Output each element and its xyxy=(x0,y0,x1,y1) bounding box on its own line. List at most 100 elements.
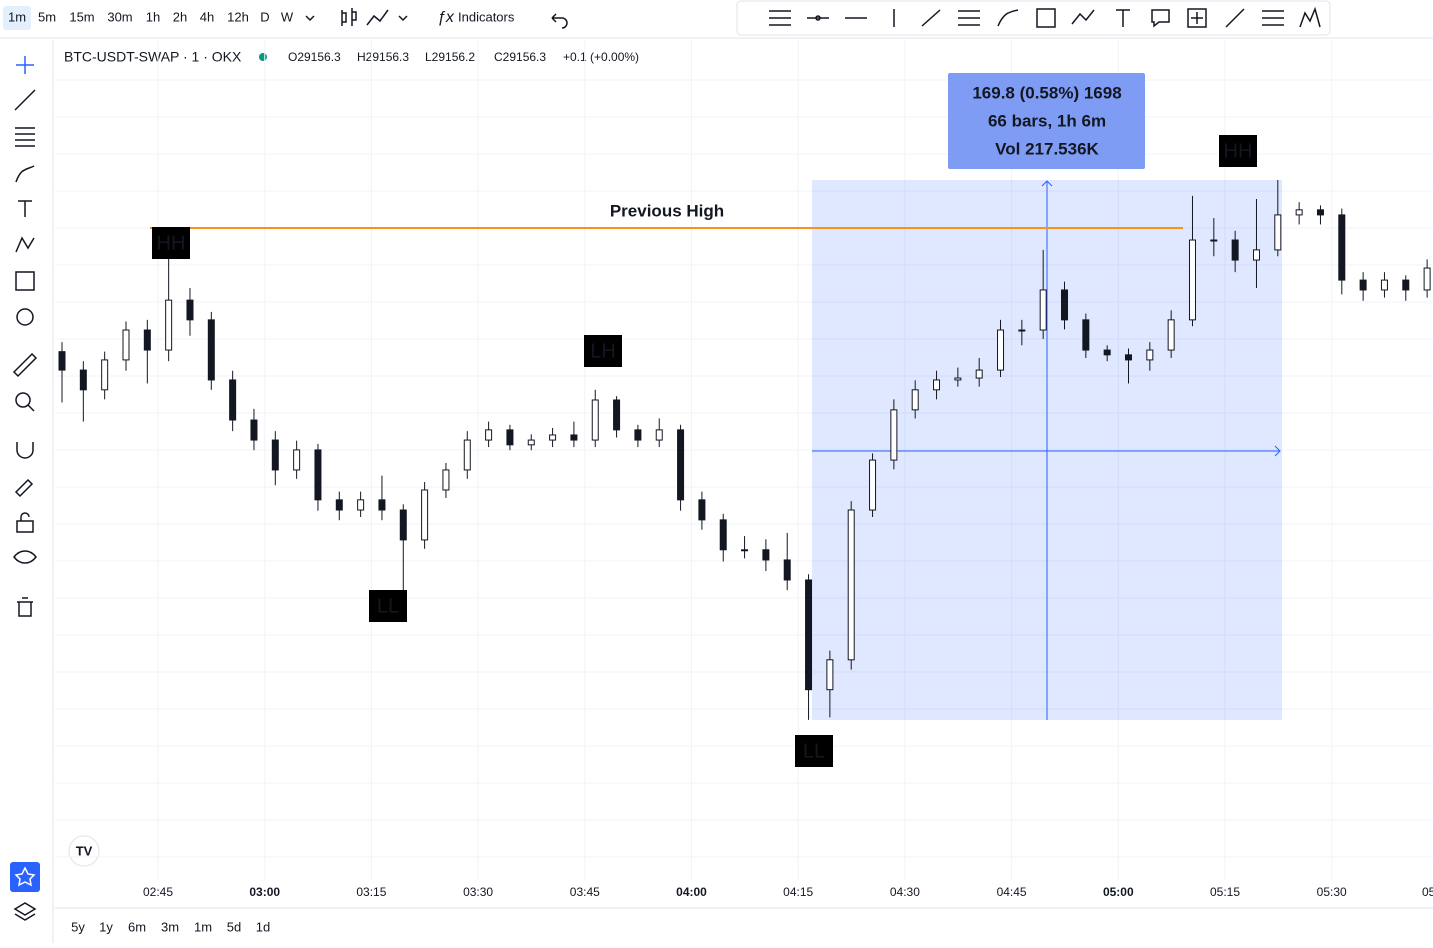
candle-body xyxy=(762,549,770,561)
interval-button[interactable]: 2h xyxy=(173,9,187,24)
candle-body xyxy=(293,449,301,471)
candle-body xyxy=(143,329,151,351)
x-tick-label: 03:00 xyxy=(249,885,280,899)
x-tick-label: 04:00 xyxy=(676,885,707,899)
candle-body xyxy=(719,519,727,551)
candle-body xyxy=(655,429,663,441)
candle-body xyxy=(1359,279,1367,291)
candle-body xyxy=(698,499,706,521)
candle-body xyxy=(933,379,941,391)
candle-body xyxy=(1061,289,1069,321)
candle-body xyxy=(1167,319,1175,351)
x-tick-label: 04:30 xyxy=(890,885,920,899)
interval-button[interactable]: 12h xyxy=(227,9,249,24)
candle-body xyxy=(378,499,386,511)
candle-body xyxy=(1338,214,1346,281)
candle-body xyxy=(613,399,621,431)
candle-body xyxy=(1039,289,1047,331)
indicators-button[interactable]: Indicators xyxy=(458,9,515,24)
interval-button[interactable]: 1h xyxy=(146,9,160,24)
candle-body xyxy=(911,389,919,411)
x-tick-label: 04:15 xyxy=(783,885,813,899)
x-tick-label: 03:30 xyxy=(463,885,493,899)
candle-body xyxy=(101,359,109,391)
candle-body xyxy=(357,499,365,511)
candle-body xyxy=(954,377,962,381)
candle-body xyxy=(783,559,791,581)
annotation-label: LL xyxy=(377,595,399,617)
range-button[interactable]: 5y xyxy=(71,919,85,934)
candle-body xyxy=(186,299,194,321)
indicators-icon: ƒx xyxy=(437,9,455,26)
candle-body xyxy=(58,351,66,371)
candle-body xyxy=(421,489,429,541)
candle-body xyxy=(1188,239,1196,321)
annotation-box xyxy=(795,735,833,767)
left-toolbar xyxy=(0,40,52,943)
range-button[interactable]: 1y xyxy=(99,919,113,934)
candle-body xyxy=(1231,239,1239,261)
annotation-label: HH xyxy=(157,232,186,254)
x-tick-label: 05:15 xyxy=(1210,885,1240,899)
measure-line: 169.8 (0.58%) 1698 xyxy=(972,83,1121,102)
interval-button[interactable]: W xyxy=(281,9,294,24)
candle-body xyxy=(1252,249,1260,261)
x-tick-label: 05:00 xyxy=(1103,885,1134,899)
candle-body xyxy=(79,369,87,391)
legend-open: O29156.3 xyxy=(288,50,341,64)
range-button[interactable]: 1d xyxy=(256,919,270,934)
drawing-tools xyxy=(769,6,1321,28)
favorites-button[interactable] xyxy=(10,862,40,892)
interval-button[interactable]: 30m xyxy=(107,9,132,24)
range-button[interactable]: 1m xyxy=(194,919,212,934)
candle-body xyxy=(463,439,471,471)
candle-body xyxy=(634,429,642,441)
left-tool-icons xyxy=(12,56,38,921)
candle-body xyxy=(1103,349,1111,356)
x-tick-label: 04:45 xyxy=(997,885,1027,899)
range-button[interactable]: 6m xyxy=(128,919,146,934)
candle-body xyxy=(229,379,237,421)
chart-style-icons xyxy=(305,8,568,29)
annotation-label: LL xyxy=(803,740,825,762)
candle-body xyxy=(549,434,557,441)
candle-body xyxy=(1146,349,1154,361)
candle-body xyxy=(997,329,1005,371)
annotation-box xyxy=(369,590,407,622)
range-button[interactable]: 5d xyxy=(227,919,241,934)
candle-body xyxy=(1402,279,1410,291)
candle-body xyxy=(165,299,173,351)
interval-button[interactable]: 5m xyxy=(38,9,56,24)
star-icon xyxy=(14,866,36,887)
x-tick-label: 03:15 xyxy=(356,885,386,899)
previous-high-label: Previous High xyxy=(610,201,724,220)
annotation-label: HH xyxy=(1224,140,1253,162)
candle-body xyxy=(506,429,514,446)
candle-body xyxy=(1125,354,1132,361)
interval-active xyxy=(3,6,31,30)
candle-body xyxy=(527,439,535,446)
status-dot xyxy=(259,53,267,61)
interval-button[interactable]: D xyxy=(260,9,269,24)
interval-button[interactable]: 1m xyxy=(8,9,26,24)
annotation-box xyxy=(1219,135,1257,167)
range-button[interactable]: 3m xyxy=(161,919,179,934)
legend-close: C29156.3 xyxy=(494,50,546,64)
x-tick-label: 03:45 xyxy=(570,885,600,899)
candle-body xyxy=(847,509,855,661)
legend-high: H29156.3 xyxy=(357,50,409,64)
candle-body xyxy=(399,509,407,541)
candle-body xyxy=(570,434,578,441)
candle-body xyxy=(271,439,279,471)
x-tick-label: 05:30 xyxy=(1317,885,1347,899)
interval-button[interactable]: 4h xyxy=(200,9,214,24)
candle-body xyxy=(975,369,983,379)
candle-body xyxy=(442,469,450,491)
legend-symbol: BTC-USDT-SWAP · 1 · OKX xyxy=(64,49,242,65)
measure-line: 66 bars, 1h 6m xyxy=(988,111,1106,130)
interval-button[interactable]: 15m xyxy=(69,9,94,24)
legend-change: +0.1 (+0.00%) xyxy=(563,50,639,64)
measure-line: Vol 217.536K xyxy=(995,139,1099,158)
x-tick-label: 02:45 xyxy=(143,885,173,899)
